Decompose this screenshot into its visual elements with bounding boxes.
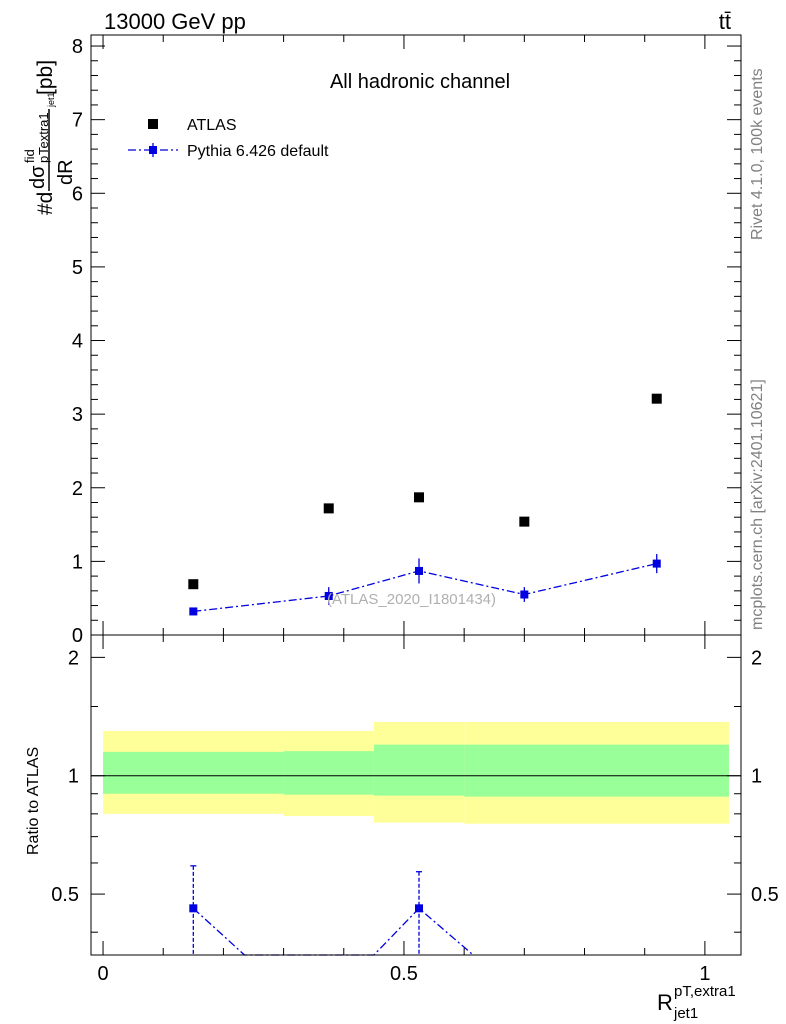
ratio-ytick-label: 1 — [68, 766, 79, 788]
pythia-point — [324, 591, 333, 600]
legend-pythia-marker — [149, 146, 157, 154]
ratio-pythia-point — [415, 904, 424, 913]
legend-pythia-label: Pythia 6.426 default — [187, 143, 329, 160]
ylabel-prefix: #d — [34, 192, 57, 215]
pythia-point — [415, 566, 424, 575]
main-ytick-label: 2 — [72, 478, 83, 500]
ratio-band-green — [103, 751, 284, 794]
ratio-ytick-label-right: 2 — [751, 647, 762, 669]
ylabel-denominator: dR — [55, 159, 77, 185]
atlas-point — [323, 503, 334, 514]
atlas-point — [188, 579, 199, 590]
ratio-xtick-label: 0.5 — [390, 963, 418, 985]
xlabel-sub: jet1 — [673, 1005, 698, 1022]
ratio-ticks: 0.5 0.5 1 1 2 2 0 0.5 1 — [51, 635, 779, 985]
main-ytick-label: 5 — [72, 257, 83, 279]
ratio-frame — [90, 634, 742, 956]
pythia-point — [652, 559, 661, 568]
process-label: tt̄ — [719, 9, 731, 34]
ratio-pythia-line — [192, 907, 474, 956]
main-ticks: 0 1 2 3 4 5 6 7 8 — [72, 35, 741, 647]
ratio-pythia-point — [189, 904, 198, 913]
ratio-xtick-label: 1 — [699, 963, 710, 985]
main-marks — [188, 393, 662, 616]
ratio-ylabel: Ratio to ATLAS — [25, 747, 42, 855]
ratio-band-green — [464, 744, 585, 797]
ylabel-unit: [pb] — [34, 60, 57, 95]
watermark: (ATLAS_2020_I1801434) — [327, 591, 496, 608]
mcplots-label: mcplots.cern.ch [arXiv:2401.10621] — [749, 379, 766, 630]
xlabel-sup: pT,extra1 — [674, 983, 736, 1000]
ylabel-sub: p — [36, 156, 51, 163]
ratio-marks — [189, 865, 474, 956]
atlas-point — [519, 516, 530, 527]
ratio-xtick-label: 0 — [97, 963, 108, 985]
main-ytick-label: 3 — [72, 404, 83, 426]
ratio-panel: 0.5 0.5 1 1 2 2 0 0.5 1 Ratio to ATLAS — [25, 634, 779, 985]
ratio-ytick-label-right: 1 — [751, 766, 762, 788]
ylabel-sup: fid — [22, 149, 37, 163]
ylabel-numerator: dσ — [27, 165, 49, 189]
ratio-bands — [91, 721, 741, 824]
ylabel-sub3: jet1 — [46, 92, 56, 108]
ratio-ytick-label: 0.5 — [51, 884, 79, 906]
xlabel: R pT,extra1 jet1 — [657, 983, 736, 1022]
main-title: All hadronic channel — [330, 71, 510, 93]
legend-atlas-marker — [148, 119, 158, 129]
main-ytick-label: 8 — [72, 36, 83, 58]
atlas-point — [651, 393, 662, 404]
main-ytick-label: 7 — [72, 110, 83, 132]
legend: ATLAS Pythia 6.426 default — [128, 117, 329, 160]
energy-label: 13000 GeV pp — [104, 9, 246, 34]
ylabel-sub2: Textra1 — [36, 112, 51, 155]
ratio-band-green — [283, 751, 374, 795]
xlabel-base: R — [657, 990, 673, 1015]
main-ytick-label: 1 — [72, 551, 83, 573]
rivet-label: Rivet 4.1.0, 100k events — [749, 68, 766, 240]
ratio-ytick-label: 2 — [68, 647, 79, 669]
pythia-point — [520, 590, 529, 599]
main-ytick-label: 0 — [72, 625, 83, 647]
main-ytick-label: 4 — [72, 331, 83, 353]
main-ytick-label: 6 — [72, 183, 83, 205]
legend-atlas-label: ATLAS — [187, 117, 237, 134]
ratio-band-green — [584, 744, 729, 797]
main-panel: 0 1 2 3 4 5 6 7 8 All hadronic channel (ATLAS_20… — [22, 34, 742, 647]
atlas-point — [414, 492, 425, 503]
ratio-ytick-label-right: 0.5 — [751, 884, 779, 906]
ratio-band-green — [373, 744, 465, 796]
pythia-point — [189, 607, 198, 616]
main-ylabel: #d dσ fid p Textra1 jet1 dR [pb] — [22, 60, 77, 215]
